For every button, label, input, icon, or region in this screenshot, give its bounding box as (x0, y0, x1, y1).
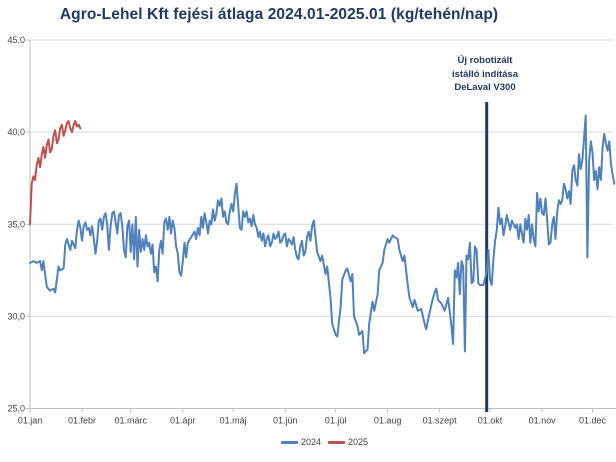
series-2024-line (29, 114, 616, 355)
x-tick-label: 01.nov (529, 416, 557, 426)
x-tick-label: 01.jan (18, 416, 43, 426)
legend-label-2024: 2024 (301, 437, 322, 447)
x-tick-label: 01.dec (579, 416, 607, 426)
legend: 2024 2025 (281, 436, 368, 448)
y-tick-label: 35,0 (7, 219, 25, 229)
x-tick-label: 01.júl (325, 416, 347, 426)
x-tick-label: 01.máj (220, 416, 247, 426)
legend-swatch-2024 (281, 440, 298, 444)
chart-title: Agro-Lehel Kft fejési átlaga 2024.01-202… (59, 6, 499, 23)
legend-item-2025: 2025 (328, 437, 368, 447)
x-tick-label: 01.márc (114, 416, 147, 426)
legend-swatch-2025 (328, 440, 346, 444)
x-tick-label: 01.febr (68, 416, 96, 426)
x-tick-label: 01.ápr (170, 416, 196, 426)
x-tick-label: 01.szept (423, 416, 458, 426)
legend-item-2024: 2024 (281, 437, 321, 447)
series-2025-line (29, 120, 82, 226)
x-tick-label: 01.aug (374, 416, 402, 426)
annotation-label: Új robotizált istálló indítása DeLaval V… (452, 55, 518, 93)
y-tick-label: 25,0 (7, 404, 25, 414)
x-tick-label: 01.okt (478, 416, 503, 426)
y-tick-label: 40,0 (7, 127, 25, 137)
x-tick-label: 01.jún (273, 416, 298, 426)
legend-label-2025: 2025 (348, 437, 369, 447)
y-tick-label: 30,0 (7, 311, 25, 321)
y-tick-label: 45,0 (7, 35, 25, 45)
